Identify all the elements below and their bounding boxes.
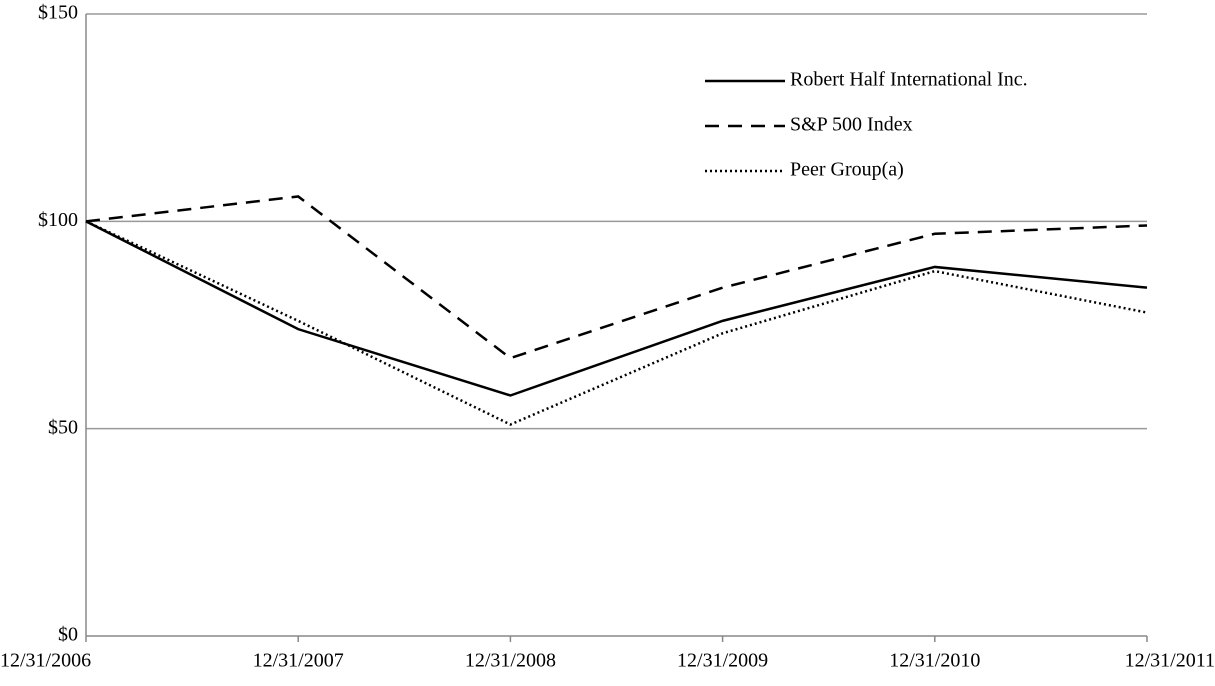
legend-label: Robert Half International Inc. xyxy=(790,69,1028,91)
y-tick-label: $100 xyxy=(38,209,78,231)
x-tick-label: 12/31/2010 xyxy=(889,650,980,672)
series-line xyxy=(85,220,1148,397)
legend-label: Peer Group(a) xyxy=(790,159,904,181)
x-tick-label: 12/31/2006 xyxy=(0,650,91,672)
x-tick-label: 12/31/2009 xyxy=(677,650,768,672)
x-tick-label: 12/31/2008 xyxy=(465,650,556,672)
legend-label: S&P 500 Index xyxy=(790,114,913,136)
x-tick-label: 12/31/2011 xyxy=(1125,650,1215,672)
y-tick-label: $0 xyxy=(58,624,78,646)
x-tick-label: 12/31/2007 xyxy=(253,650,344,672)
y-tick-label: $50 xyxy=(48,416,78,438)
series-line xyxy=(85,220,1148,426)
y-tick-label: $150 xyxy=(38,2,78,24)
